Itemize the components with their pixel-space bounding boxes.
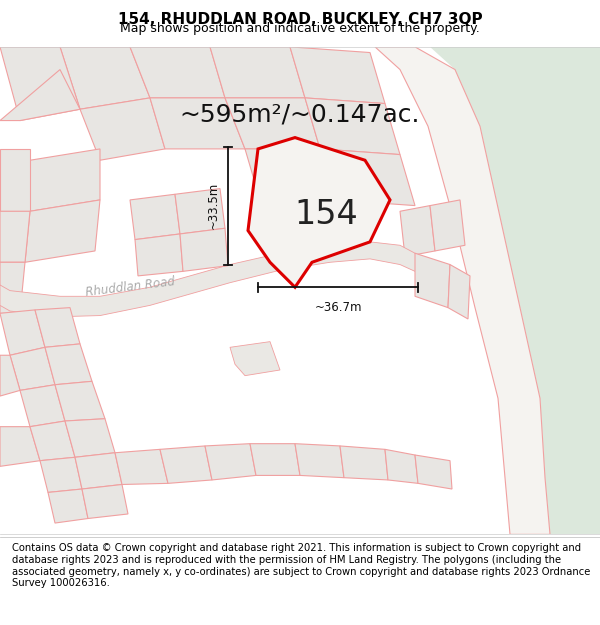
Polygon shape	[0, 355, 20, 396]
Text: ~33.5m: ~33.5m	[207, 182, 220, 229]
Polygon shape	[415, 253, 450, 308]
Polygon shape	[415, 47, 600, 534]
Polygon shape	[30, 149, 100, 211]
Polygon shape	[0, 427, 40, 466]
Polygon shape	[250, 444, 300, 476]
Polygon shape	[20, 385, 65, 427]
Polygon shape	[35, 308, 80, 348]
Polygon shape	[385, 449, 418, 483]
Polygon shape	[175, 189, 225, 234]
Polygon shape	[150, 98, 245, 149]
Text: Map shows position and indicative extent of the property.: Map shows position and indicative extent…	[120, 22, 480, 35]
Text: 154, RHUDDLAN ROAD, BUCKLEY, CH7 3QP: 154, RHUDDLAN ROAD, BUCKLEY, CH7 3QP	[118, 12, 482, 27]
Polygon shape	[245, 149, 335, 200]
Polygon shape	[205, 444, 256, 480]
Polygon shape	[0, 242, 420, 317]
Polygon shape	[230, 342, 280, 376]
Polygon shape	[48, 489, 88, 523]
Polygon shape	[130, 194, 180, 239]
Polygon shape	[10, 348, 55, 391]
Polygon shape	[415, 455, 452, 489]
Polygon shape	[75, 452, 122, 489]
Polygon shape	[0, 262, 25, 313]
Polygon shape	[40, 458, 82, 492]
Polygon shape	[65, 419, 115, 457]
Polygon shape	[0, 149, 30, 211]
Polygon shape	[80, 98, 165, 160]
Polygon shape	[210, 47, 305, 98]
Text: Rhuddlan Road: Rhuddlan Road	[85, 275, 175, 299]
Polygon shape	[375, 47, 550, 534]
Polygon shape	[290, 47, 385, 104]
Text: ~595m²/~0.147ac.: ~595m²/~0.147ac.	[180, 103, 420, 127]
Text: ~36.7m: ~36.7m	[314, 301, 362, 314]
Polygon shape	[25, 200, 100, 262]
Polygon shape	[448, 264, 470, 319]
Text: 154: 154	[295, 198, 358, 231]
Polygon shape	[115, 449, 168, 484]
Polygon shape	[0, 47, 80, 121]
Text: Contains OS data © Crown copyright and database right 2021. This information is : Contains OS data © Crown copyright and d…	[12, 543, 590, 588]
Polygon shape	[295, 444, 344, 478]
Polygon shape	[0, 69, 80, 121]
Polygon shape	[430, 200, 465, 251]
Polygon shape	[45, 344, 92, 385]
Polygon shape	[160, 446, 212, 483]
Polygon shape	[130, 47, 225, 98]
Polygon shape	[135, 234, 183, 276]
Polygon shape	[0, 211, 30, 262]
Polygon shape	[60, 47, 150, 109]
Polygon shape	[400, 206, 435, 257]
Polygon shape	[55, 381, 105, 421]
Polygon shape	[180, 228, 228, 271]
Polygon shape	[248, 138, 390, 288]
Polygon shape	[0, 310, 45, 355]
Polygon shape	[340, 446, 388, 480]
Polygon shape	[30, 421, 75, 461]
Polygon shape	[320, 149, 415, 206]
Polygon shape	[305, 98, 400, 154]
Polygon shape	[82, 484, 128, 519]
Polygon shape	[225, 98, 320, 149]
